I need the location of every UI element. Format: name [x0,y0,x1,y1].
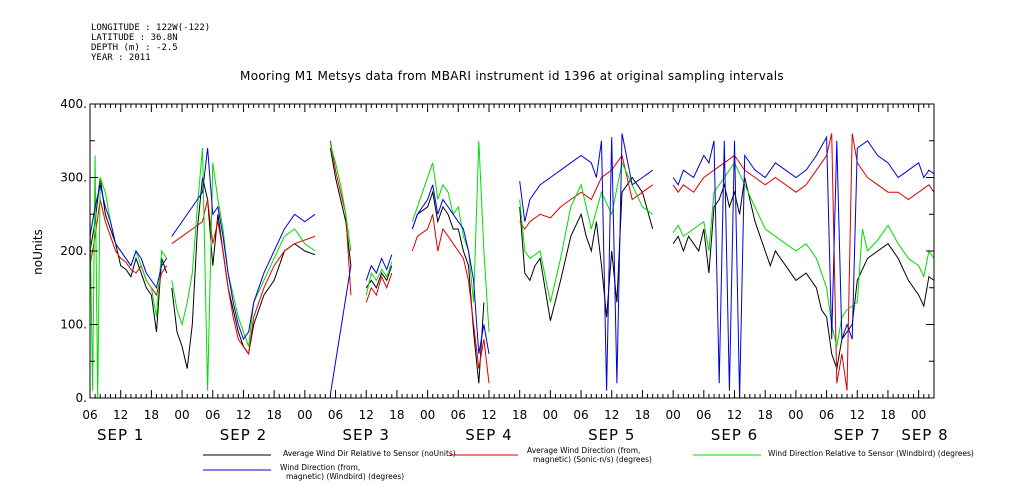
x-tick-label: 00 [297,408,312,422]
x-tick-label: 00 [665,408,680,422]
x-tick-label: 12 [359,408,374,422]
y-tick-label: 400. [60,97,87,111]
x-tick-label: 06 [82,408,97,422]
longitude-label: LONGITUDE : 122W(-122) [91,23,210,33]
x-tick-label: 06 [328,408,343,422]
x-day-label: SEP 1 [97,426,144,444]
series-1-line-segment-5 [411,190,485,384]
series-1-line-segment-6 [519,176,654,321]
x-tick-label: 00 [420,408,435,422]
series-layer [89,133,935,399]
series-3-line-segment-4 [365,261,393,296]
series-3-line-segment-6 [519,161,653,303]
x-tick-label: 00 [911,408,926,422]
plot-frame [89,103,935,399]
series-3-line-segment-3 [329,144,352,252]
x-day-label: SEP 6 [711,426,758,444]
series-2 [89,133,935,391]
series-4-line-segment-6 [519,133,653,391]
x-tick-label: 18 [389,408,404,422]
series-2-line-segment-5 [411,214,490,384]
series-4-line-segment-2 [171,148,316,341]
year-label: YEAR : 2011 [91,53,151,63]
y-axis-label: noUnits [31,229,45,275]
legend-label: Wind Direction Relative to Sensor (Windb… [768,449,974,458]
x-tick-label: 06 [696,408,711,422]
series-4-line-segment-5 [411,184,490,354]
legend-label: Average Wind Dir Relative to Sensor (noU… [283,449,456,458]
series-1-line-segment-4 [365,265,393,289]
x-day-label: SEP 4 [465,426,512,444]
x-tick-label: 06 [573,408,588,422]
axis-layer: 0. 100. 200. 300. 400. 06 12 18 00 06 12 18 00 06 12 18… [60,97,948,444]
x-tick-label: 12 [481,408,496,422]
depth-label: DEPTH (m) : -2.5 [91,43,178,53]
x-tick-label: 00 [543,408,558,422]
series-3-line-segment-5 [411,140,490,332]
x-tick-label: 18 [635,408,650,422]
x-tick-label: 18 [267,408,282,422]
legend-entry-2: Average Wind Direction (from, magnetic) (… [450,446,652,464]
series-3-line-segment-7 [672,161,935,347]
series-4 [89,133,935,399]
x-tick-label: 00 [174,408,189,422]
series-2-line-segment-3 [329,140,352,296]
x-tick-label: 18 [144,408,159,422]
series-4-line-segment-1 [89,184,168,290]
series-1-line-segment-7 [672,177,935,371]
series-3 [89,140,935,399]
x-tick-label: 12 [727,408,742,422]
x-tick-label: 12 [850,408,865,422]
latitude-label: LATITUDE : 36.8N [91,33,178,43]
legend: Average Wind Dir Relative to Sensor (noU… [203,446,974,481]
series-3-line-segment-2 [171,148,316,391]
x-tick-label: 00 [788,408,803,422]
series-2-line-segment-6 [519,154,653,230]
legend-entry-3: Wind Direction Relative to Sensor (Windb… [693,449,974,458]
x-day-label: SEP 8 [901,426,948,444]
x-tick-label: 12 [236,408,251,422]
y-tick-label: 200. [60,244,87,258]
x-tick-label: 06 [819,408,834,422]
legend-entry-1: Average Wind Dir Relative to Sensor (noU… [203,449,456,458]
legend-entry-4: Wind Direction (from, magnetic) (Windbird… [203,463,404,481]
x-day-label: SEP 5 [588,426,635,444]
y-tick-label: 300. [60,171,87,185]
legend-label: Wind Direction (from, magnetic) (Windbird… [280,463,404,481]
series-4-line-segment-7 [672,135,935,399]
x-tick-label: 06 [205,408,220,422]
legend-label: Average Wind Direction (from, magnetic) (… [527,446,652,464]
series-2-line-segment-2 [171,199,316,356]
metadata-block: LONGITUDE : 122W(-122) LATITUDE : 36.8N … [91,23,210,63]
series-2-line-segment-4 [365,272,393,303]
series-4-line-segment-3 [329,265,352,395]
y-tick-label: 0. [76,391,87,405]
x-tick-label: 12 [604,408,619,422]
series-4-line-segment-4 [365,254,393,281]
x-day-label: SEP 3 [343,426,390,444]
x-tick-label: 06 [451,408,466,422]
series-2-line-segment-7 [672,133,935,391]
series-2-line-segment-1 [89,199,168,297]
chart-title: Mooring M1 Metsys data from MBARI instru… [240,69,784,83]
x-tick-label: 18 [758,408,773,422]
x-day-label: SEP 7 [834,426,881,444]
x-tick-label: 18 [880,408,895,422]
x-tick-label: 18 [512,408,527,422]
series-1 [89,148,935,384]
x-day-label: SEP 2 [220,426,267,444]
y-tick-label: 100. [60,318,87,332]
x-tick-label: 12 [113,408,128,422]
